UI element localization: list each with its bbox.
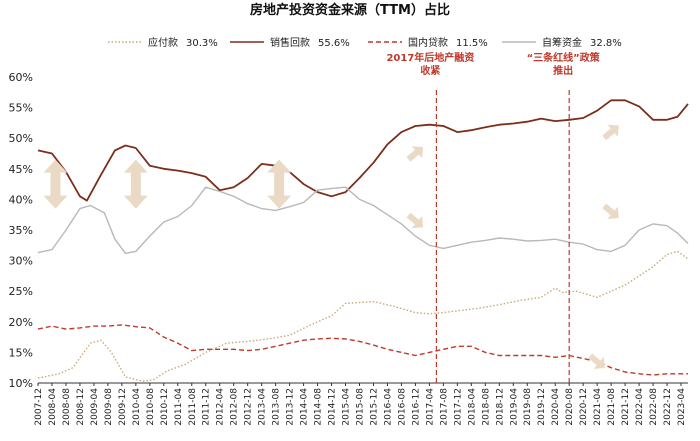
- x-tick-label: 2012-04: [216, 388, 226, 426]
- x-tick-label: 2011-04: [174, 388, 184, 426]
- legend-value: 11.5%: [456, 38, 488, 49]
- trend-arrow: [602, 124, 619, 141]
- double-arrow: [43, 159, 68, 209]
- trend-arrow: [602, 203, 619, 220]
- trend-arrow: [406, 212, 424, 229]
- event-annotation: “三条红线”政策: [527, 51, 601, 64]
- x-tick-label: 2007-12: [34, 388, 44, 426]
- x-tick-label: 2021-08: [607, 388, 617, 426]
- x-tick-label: 2023-04: [677, 388, 687, 426]
- x-tick-label: 2021-12: [621, 388, 631, 426]
- y-tick-label: 40%: [9, 193, 33, 206]
- legend-label: 应付款: [148, 36, 178, 49]
- x-tick-label: 2014-08: [314, 388, 324, 426]
- legend-label: 国内贷款: [408, 36, 448, 49]
- y-tick-label: 50%: [9, 132, 33, 145]
- x-tick-label: 2009-04: [90, 388, 100, 426]
- x-tick-label: 2010-12: [160, 388, 170, 426]
- x-tick-label: 2015-04: [342, 388, 352, 426]
- x-tick-label: 2020-12: [579, 388, 589, 426]
- series-line: [37, 324, 688, 376]
- x-tick-label: 2008-12: [76, 388, 86, 426]
- x-tick-label: 2011-12: [202, 388, 212, 426]
- legend-label: 自筹资金: [542, 36, 582, 49]
- x-tick-label: 2008-04: [48, 388, 58, 426]
- x-tick-label: 2009-12: [118, 388, 128, 426]
- x-tick-label: 2010-04: [132, 388, 142, 426]
- y-tick-label: 35%: [9, 224, 33, 237]
- x-tick-label: 2017-04: [425, 388, 435, 426]
- x-tick-label: 2014-04: [300, 388, 310, 426]
- x-tick-label: 2018-04: [467, 388, 477, 426]
- y-tick-label: 10%: [9, 377, 33, 390]
- x-tick-label: 2013-04: [258, 388, 268, 426]
- y-tick-label: 45%: [9, 163, 33, 176]
- x-tick-label: 2020-04: [551, 388, 561, 426]
- event-annotation: 收紧: [420, 64, 440, 77]
- x-tick-label: 2016-12: [411, 388, 421, 426]
- x-tick-label: 2013-08: [272, 388, 282, 426]
- x-tick-label: 2017-08: [439, 388, 449, 426]
- x-tick-label: 2013-12: [286, 388, 296, 426]
- legend-label: 销售回款: [270, 36, 310, 49]
- legend-value: 55.6%: [318, 38, 350, 49]
- legend: 应付款 30.3% 销售回款 55.6% 国内贷款 11.5% 自筹资金 32.8%: [108, 36, 622, 49]
- x-tick-label: 2010-08: [146, 388, 156, 426]
- arrow-layer: [43, 124, 619, 369]
- x-tick-label: 2020-08: [565, 388, 575, 426]
- series-line: [37, 250, 689, 382]
- x-tick-label: 2012-12: [244, 388, 254, 426]
- x-tick-label: 2019-08: [523, 388, 533, 426]
- x-tick-label: 2018-08: [481, 388, 491, 426]
- x-tick-label: 2022-04: [635, 388, 645, 426]
- y-tick-label: 60%: [9, 71, 33, 84]
- x-tick-label: 2022-12: [663, 388, 673, 426]
- chart-title: 房地产投资资金来源（TTM）占比: [250, 2, 450, 18]
- series-layer: [37, 99, 689, 382]
- x-tick-label: 2016-08: [397, 388, 407, 426]
- y-tick-label: 15%: [9, 346, 33, 359]
- x-tick-label: 2011-08: [188, 388, 198, 426]
- x-tick-label: 2015-08: [356, 388, 366, 426]
- x-tick-label: 2019-12: [537, 388, 547, 426]
- x-tick-label: 2016-04: [383, 388, 393, 426]
- double-arrow: [267, 159, 292, 209]
- x-tick-label: 2014-12: [328, 388, 338, 426]
- y-tick-label: 55%: [9, 102, 33, 115]
- legend-value: 32.8%: [590, 38, 622, 49]
- trend-arrow: [588, 353, 605, 369]
- series-line: [37, 99, 689, 202]
- y-tick-label: 30%: [9, 255, 33, 268]
- series-line: [37, 186, 689, 254]
- double-arrow: [123, 159, 148, 209]
- legend-value: 30.3%: [186, 38, 218, 49]
- x-tick-label: 2012-08: [230, 388, 240, 426]
- axes: 10% 15% 20% 25% 30% 35% 40% 45% 50% 55% 60% 2007-12…: [9, 71, 688, 426]
- event-annotation: 2017年后地产融资: [386, 51, 474, 64]
- x-tick-label: 2021-04: [593, 388, 603, 426]
- x-tick-label: 2019-04: [509, 388, 519, 426]
- trend-arrow: [406, 146, 424, 162]
- x-tick-label: 2008-08: [62, 388, 72, 426]
- x-tick-label: 2018-12: [495, 388, 505, 426]
- event-annotation: 推出: [553, 64, 573, 77]
- y-tick-label: 25%: [9, 285, 33, 298]
- x-tick-label: 2017-12: [453, 388, 463, 426]
- x-tick-label: 2022-08: [649, 388, 659, 426]
- x-tick-label: 2009-08: [104, 388, 114, 426]
- x-tick-label: 2015-12: [369, 388, 379, 426]
- y-tick-label: 20%: [9, 316, 33, 329]
